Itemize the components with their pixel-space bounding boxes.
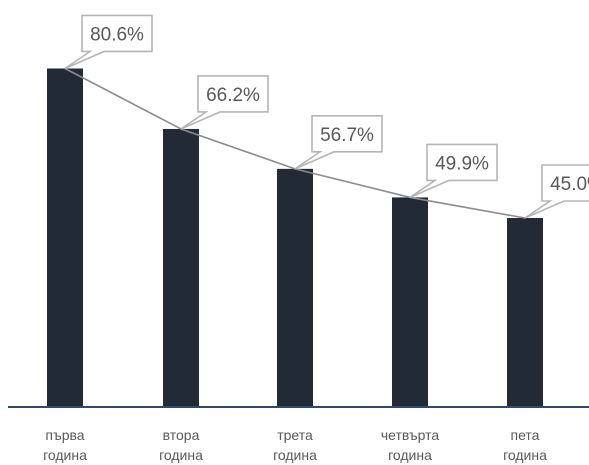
x-tick-label-5: пета година: [503, 427, 547, 463]
data-label-text: 45.0%: [550, 174, 589, 195]
bar-5: [507, 218, 543, 407]
x-tick-labels-group: първа година втора година трета година четвърт…: [43, 427, 547, 463]
data-label-5: 45.0%: [524, 164, 589, 219]
callout-box: [294, 115, 383, 170]
x-tick-label-3: трета година: [273, 427, 317, 463]
bar-4: [392, 197, 428, 407]
callout-box: [64, 14, 153, 70]
data-label-1: 80.6%: [64, 14, 153, 70]
data-label-text: 66.2%: [206, 85, 260, 106]
x-tick-label-1: първа година: [43, 427, 87, 463]
data-label-text: 49.9%: [435, 153, 489, 174]
data-labels-group: 80.6% 66.2% 56.7% 49.9% 45.0%: [64, 14, 589, 219]
data-label-text: 80.6%: [90, 24, 144, 45]
x-tick-label-4: четвърта година: [381, 427, 439, 463]
data-label-4: 49.9%: [409, 143, 498, 199]
x-tick-label-2: втора година: [159, 427, 203, 463]
data-label-2: 66.2%: [180, 75, 269, 130]
callout-box: [180, 75, 269, 130]
data-label-text: 56.7%: [320, 125, 374, 146]
data-label-3: 56.7%: [294, 115, 383, 170]
callout-box: [409, 143, 498, 199]
bar-3: [277, 168, 313, 407]
bar-1: [47, 68, 83, 407]
callout-box: [524, 164, 589, 219]
bars-group: [47, 68, 543, 407]
bar-2: [163, 128, 199, 407]
